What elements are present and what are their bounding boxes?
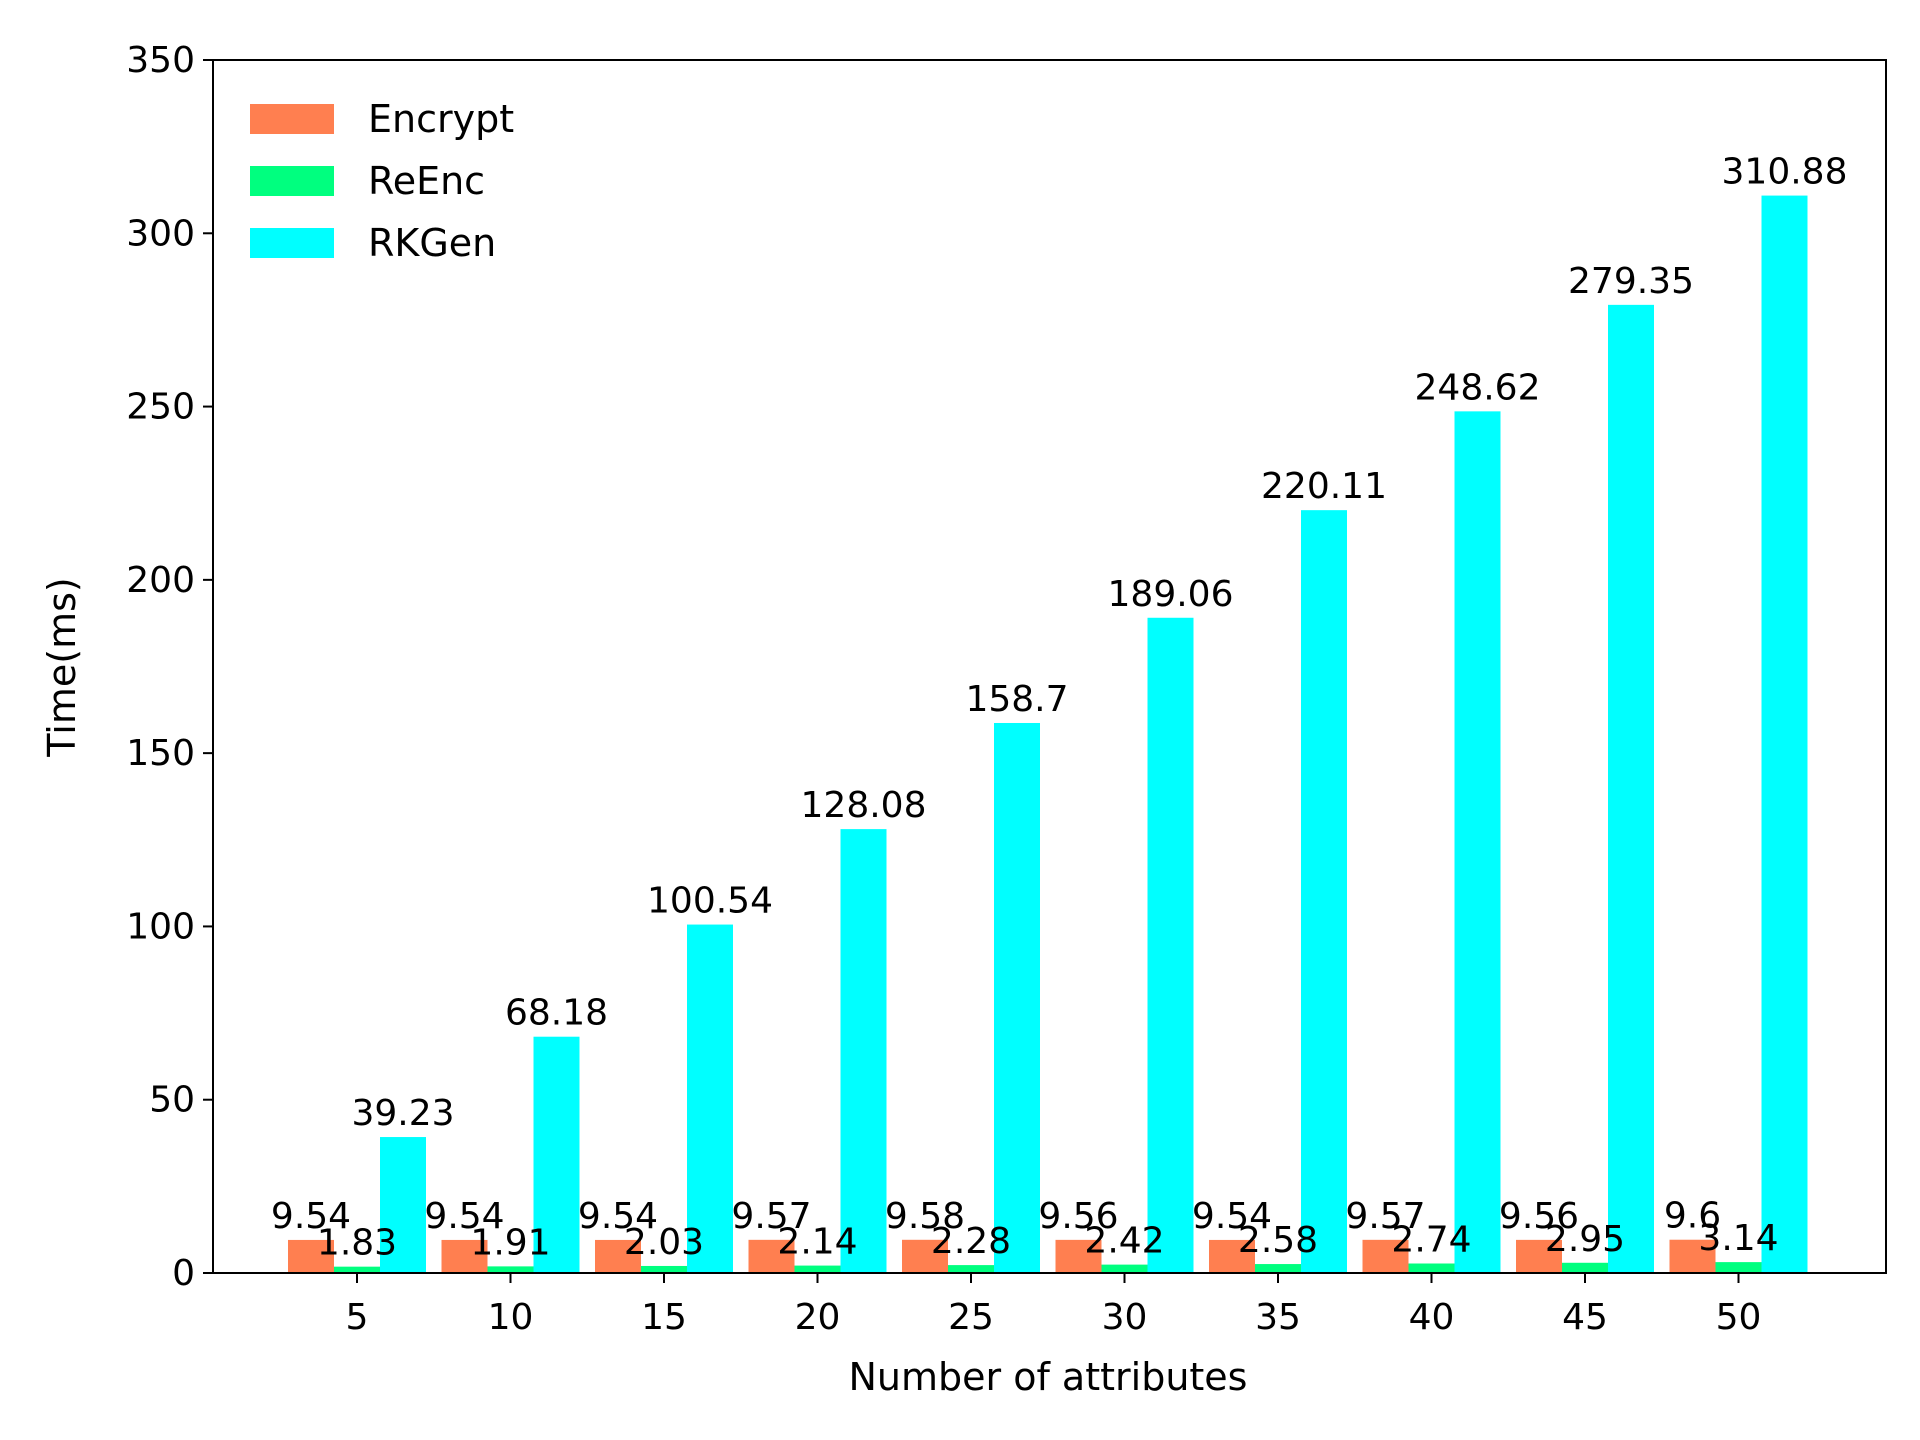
legend-swatch-reenc: [250, 166, 334, 196]
bar-encrypt-40: [1362, 1239, 1409, 1273]
legend-label-encrypt: Encrypt: [368, 97, 514, 141]
data-label-reenc-35: 2.58: [1238, 1220, 1318, 1261]
x-tick-label-35: 35: [1255, 1297, 1301, 1338]
data-label-rkgen-25: 158.7: [965, 679, 1068, 720]
x-tick-label-20: 20: [795, 1297, 841, 1338]
x-tick-label-30: 30: [1102, 1297, 1148, 1338]
bar-rkgen-50: [1761, 195, 1808, 1273]
bar-encrypt-15: [595, 1239, 641, 1273]
data-label-rkgen-40: 248.62: [1415, 367, 1541, 408]
data-label-reenc-5: 1.83: [317, 1223, 397, 1264]
y-axis-title: Time(ms): [40, 577, 84, 757]
bar-rkgen-10: [533, 1036, 580, 1273]
data-label-reenc-50: 3.14: [1698, 1218, 1778, 1259]
data-label-encrypt-5: 9.54: [271, 1196, 351, 1237]
bar-reenc-10: [487, 1266, 534, 1273]
bar-rkgen-5: [380, 1137, 426, 1273]
legend-swatch-encrypt: [250, 104, 334, 134]
axes-layer: 0 50 100 150 200 250 300 350 5 10 15 20 25 30 35 40 45 50: [126, 40, 1887, 1338]
bars-layer: [288, 195, 1808, 1273]
bar-encrypt-10: [441, 1239, 488, 1273]
bar-encrypt-25: [902, 1239, 948, 1273]
data-label-encrypt-15: 9.54: [578, 1196, 658, 1237]
data-label-encrypt-40: 9.57: [1345, 1196, 1425, 1237]
y-tick-label-150: 150: [126, 733, 195, 774]
y-tick-label-200: 200: [126, 560, 195, 601]
data-label-rkgen-35: 220.11: [1261, 466, 1387, 507]
bar-rkgen-35: [1301, 510, 1347, 1273]
bar-reenc-50: [1715, 1262, 1762, 1273]
data-label-encrypt-35: 9.54: [1192, 1196, 1272, 1237]
bar-reenc-35: [1255, 1264, 1301, 1273]
plot-frame: [212, 59, 1887, 1274]
data-label-reenc-15: 2.03: [624, 1222, 704, 1263]
x-tick-label-15: 15: [641, 1297, 687, 1338]
bar-encrypt-45: [1516, 1239, 1562, 1273]
y-tick-label-350: 350: [126, 40, 195, 81]
bar-reenc-20: [794, 1265, 841, 1273]
data-label-rkgen-15: 100.54: [647, 881, 773, 922]
bar-encrypt-35: [1209, 1239, 1255, 1273]
bar-reenc-15: [641, 1265, 687, 1273]
y-tick-label-300: 300: [126, 213, 195, 254]
bar-rkgen-20: [840, 829, 887, 1273]
bar-reenc-5: [334, 1266, 380, 1273]
data-label-rkgen-30: 189.06: [1108, 574, 1234, 615]
x-tick-label-10: 10: [488, 1297, 534, 1338]
data-labels-layer: 9.54 9.54 9.54 9.57 9.58 9.56 9.54 9.57 9.56 9.6 1…: [271, 152, 1848, 1264]
y-tick-label-50: 50: [149, 1080, 195, 1121]
data-label-rkgen-50: 310.88: [1722, 152, 1848, 193]
data-label-encrypt-50: 9.6: [1664, 1196, 1721, 1237]
data-label-rkgen-20: 128.08: [801, 785, 927, 826]
bar-reenc-30: [1101, 1264, 1148, 1273]
x-tick-label-40: 40: [1409, 1297, 1455, 1338]
bar-rkgen-15: [687, 924, 733, 1273]
bar-reenc-45: [1562, 1262, 1608, 1273]
bar-encrypt-50: [1669, 1239, 1716, 1273]
y-tick-label-250: 250: [126, 387, 195, 428]
data-label-reenc-10: 1.91: [470, 1222, 550, 1263]
y-tick-label-100: 100: [126, 906, 195, 947]
x-tick-label-50: 50: [1716, 1297, 1762, 1338]
x-tick-label-45: 45: [1562, 1297, 1608, 1338]
data-label-encrypt-45: 9.56: [1499, 1196, 1579, 1237]
legend-label-rkgen: RKGen: [368, 221, 496, 265]
legend-label-reenc: ReEnc: [368, 159, 485, 203]
data-label-reenc-45: 2.95: [1545, 1219, 1625, 1260]
bar-reenc-25: [948, 1265, 994, 1273]
bar-rkgen-25: [994, 722, 1040, 1273]
legend: Encrypt ReEnc RKGen: [250, 97, 514, 265]
bar-encrypt-20: [748, 1239, 795, 1273]
legend-swatch-rkgen: [250, 228, 334, 258]
x-tick-label-25: 25: [948, 1297, 994, 1338]
data-label-reenc-40: 2.74: [1391, 1220, 1471, 1261]
data-label-encrypt-25: 9.58: [885, 1196, 965, 1237]
bar-encrypt-30: [1055, 1239, 1102, 1273]
data-label-reenc-30: 2.42: [1084, 1221, 1164, 1262]
data-label-encrypt-30: 9.56: [1038, 1196, 1118, 1237]
data-label-rkgen-5: 39.23: [351, 1093, 454, 1134]
x-axis-title: Number of attributes: [849, 1355, 1248, 1399]
bar-reenc-40: [1408, 1263, 1455, 1273]
bar-rkgen-45: [1608, 304, 1654, 1273]
data-label-rkgen-45: 279.35: [1568, 261, 1694, 302]
data-label-encrypt-10: 9.54: [424, 1196, 504, 1237]
bar-encrypt-5: [288, 1239, 334, 1273]
data-label-rkgen-10: 68.18: [505, 993, 608, 1034]
data-label-reenc-25: 2.28: [931, 1221, 1011, 1262]
bar-rkgen-30: [1147, 617, 1194, 1273]
y-tick-label-0: 0: [172, 1253, 195, 1294]
x-tick-label-5: 5: [346, 1297, 369, 1338]
bar-rkgen-40: [1454, 411, 1501, 1273]
data-label-encrypt-20: 9.57: [731, 1196, 811, 1237]
data-label-reenc-20: 2.14: [777, 1222, 857, 1263]
